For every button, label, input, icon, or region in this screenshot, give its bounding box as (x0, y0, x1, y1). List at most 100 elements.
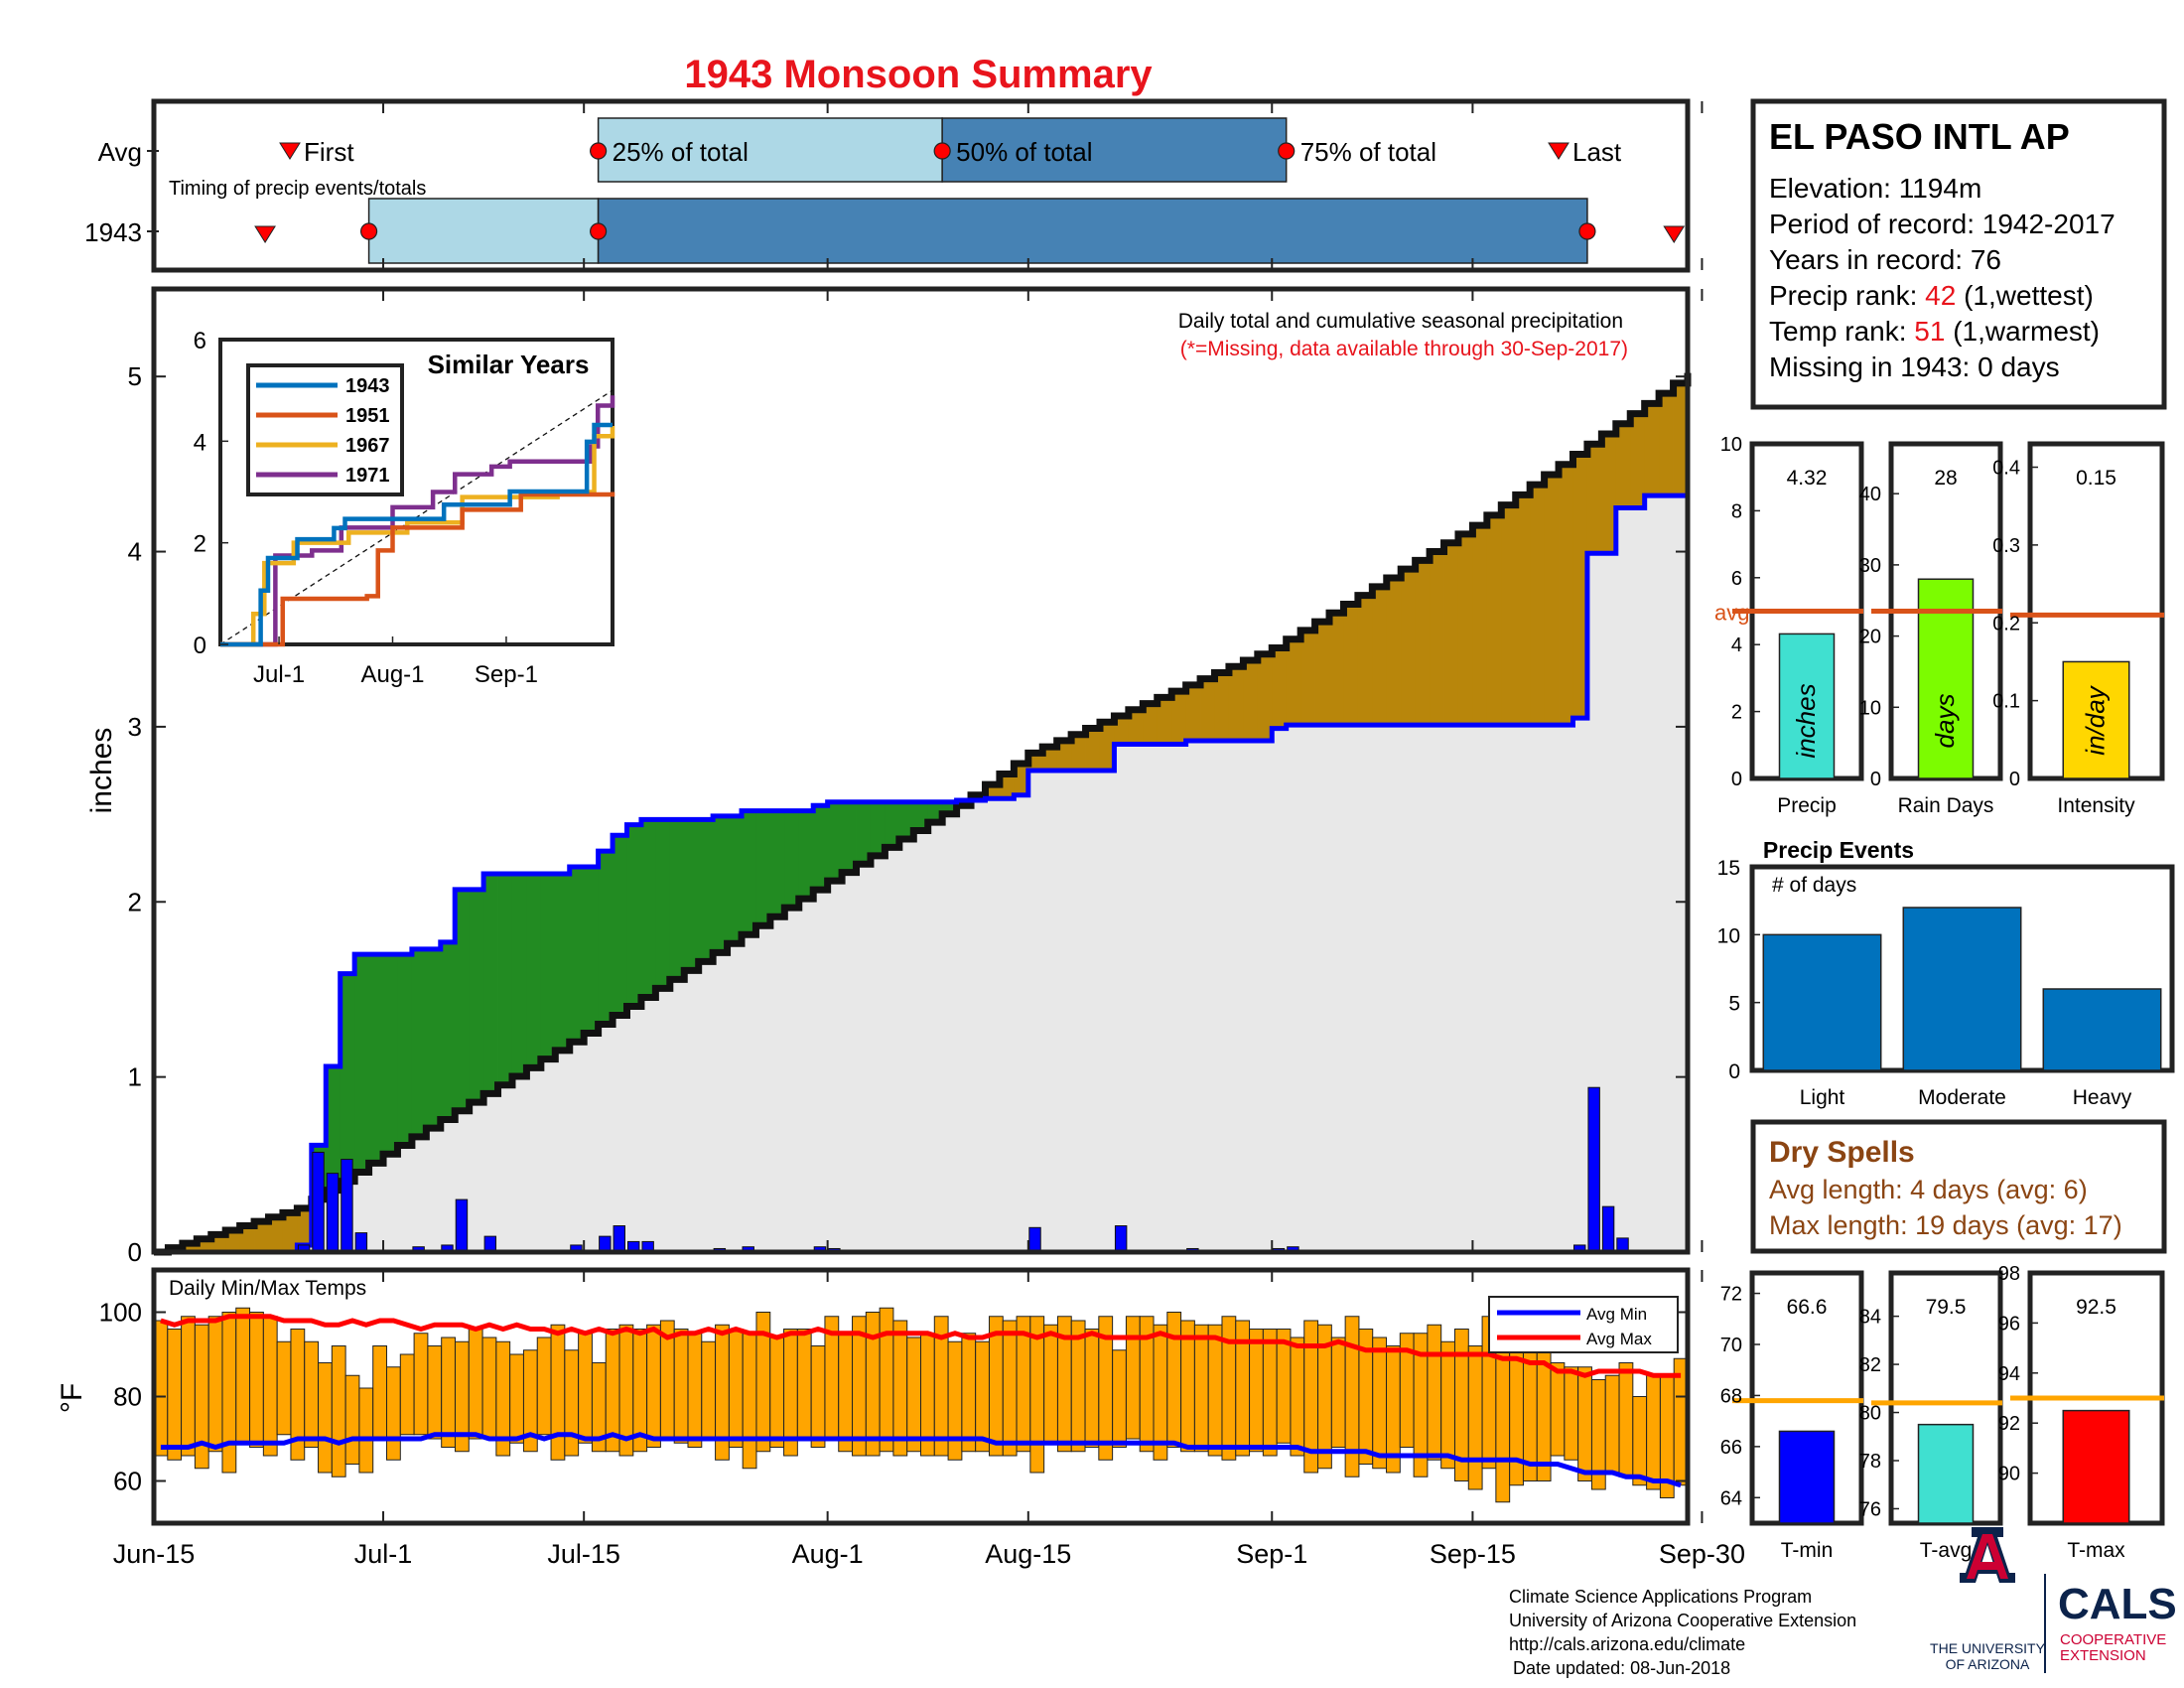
surplus-area (569, 867, 585, 1043)
deficit-area (1472, 525, 1488, 726)
temp-range-bar (796, 1329, 812, 1440)
main-annotation: Daily total and cumulative seasonal prec… (1178, 310, 1623, 333)
footer: Climate Science Applications Program Uni… (1509, 1527, 2177, 1678)
date-x-tick-label: Jun-15 (113, 1539, 196, 1569)
ua-line2: OF ARIZONA (1946, 1656, 2030, 1672)
surplus-area (769, 810, 785, 917)
events-title: Precip Events (1763, 837, 1914, 863)
date-x-tick-label: Sep-1 (1236, 1539, 1307, 1569)
cals-coop1: COOPERATIVE (2060, 1631, 2166, 1648)
temp-range-bar (906, 1336, 922, 1453)
inset-legend-label-1951: 1951 (345, 405, 390, 427)
deficit-area (1630, 413, 1646, 508)
intensity-y-tick-label: 0 (2009, 769, 2020, 790)
deficit-area (1185, 684, 1201, 742)
temp-range-bar (1249, 1329, 1264, 1453)
deficit-area (225, 1229, 241, 1252)
events-y-tick-label: 0 (1728, 1060, 1740, 1083)
raindays-xlabel: Rain Days (1898, 794, 1994, 817)
deficit-area (1530, 485, 1546, 726)
deficit-area (1085, 728, 1101, 771)
tmin-value: 66.6 (1787, 1296, 1828, 1319)
tmin-bar (1778, 1430, 1836, 1524)
temp-range-bar (181, 1316, 196, 1457)
daily-precip-bar (1114, 1225, 1128, 1253)
footer-line3: http://cals.arizona.edu/climate (1509, 1634, 1745, 1654)
tmin-y-tick-label: 70 (1720, 1335, 1742, 1356)
temps-y-tick-label: 80 (113, 1382, 142, 1412)
temp-range-bar (1440, 1340, 1455, 1470)
surplus-area (469, 889, 484, 1103)
temp-range-bar (1207, 1324, 1223, 1457)
intensity-value: 0.15 (2076, 467, 2116, 490)
tmax-value: 92.5 (2076, 1296, 2116, 1319)
station-period: Period of record: 1942-2017 (1769, 209, 2116, 239)
dry-spells-panel: Dry Spells Avg length: 4 days (avg: 6) M… (1750, 1119, 2167, 1254)
daily-precip-bar (354, 1232, 368, 1253)
surplus-area (727, 815, 743, 944)
deficit-area (1314, 622, 1330, 726)
surplus-area (455, 889, 471, 1111)
deficit-area (1343, 604, 1359, 726)
tmax-y-tick-label: 98 (1998, 1263, 2020, 1285)
surplus-area (526, 874, 542, 1068)
temp-range-bar (1372, 1336, 1388, 1470)
timing-year-label: 1943 (84, 217, 142, 247)
surplus-area (368, 954, 384, 1164)
timing-event-marker (1548, 142, 1570, 160)
temp-range-bar (701, 1340, 717, 1440)
surplus-area (497, 874, 513, 1085)
surplus-area (340, 973, 355, 1182)
events-bar-heavy (2042, 988, 2162, 1071)
dry-spells-avg: Avg length: 4 days (avg: 6) (1769, 1175, 2088, 1204)
deficit-area (1143, 703, 1159, 745)
precip-bar (1778, 633, 1836, 779)
surplus-area (669, 819, 685, 980)
temp-range-bar (318, 1362, 333, 1474)
temp-range-bar (468, 1329, 483, 1440)
temp-range-bar (975, 1340, 990, 1453)
main-y-tick-label: 5 (128, 361, 142, 391)
timing-year-box-25-50 (367, 198, 600, 264)
temps-y-tick-label: 60 (113, 1467, 142, 1496)
date-x-tick-label: Jul-15 (547, 1539, 620, 1569)
deficit-area (1243, 659, 1259, 742)
deficit-area (1200, 678, 1215, 742)
surplus-area (813, 805, 829, 891)
daily-precip-bar (455, 1198, 469, 1253)
surplus-area (383, 954, 398, 1155)
inset-legend-label-1971: 1971 (345, 465, 390, 487)
surplus-area (856, 801, 872, 865)
temp-range-bar (1632, 1396, 1648, 1486)
main-y-tick-label: 1 (128, 1062, 142, 1092)
daily-precip-bar (341, 1159, 353, 1253)
temp-range-bar (386, 1366, 401, 1461)
temps-legend (1488, 1296, 1679, 1353)
deficit-area (1027, 753, 1043, 771)
daily-precip-bar (1601, 1205, 1615, 1253)
date-x-tick-label: Sep-15 (1430, 1539, 1516, 1569)
inset-legend-items: 1943 1951 1967 1971 (256, 375, 390, 487)
events-y-tick-label: 10 (1717, 924, 1740, 947)
daily-precip-bar (1587, 1086, 1600, 1253)
temp-range-bar (646, 1324, 661, 1448)
surplus-area (354, 954, 369, 1173)
stat-charts: 02468104.32inchesPrecipavg01020304028day… (1714, 434, 2165, 1562)
inset-series-1951 (220, 492, 615, 647)
page-title: 1943 Monsoon Summary (684, 53, 1153, 96)
timing-caption: Timing of precip events/totals (169, 178, 426, 200)
tmax-bar (2062, 1409, 2130, 1524)
surplus-area (784, 810, 800, 909)
deficit-area (1372, 586, 1388, 726)
inset-y-tick-label: 0 (194, 633, 206, 659)
inset-x-tick-label: Jul-1 (253, 661, 305, 688)
surplus-area (827, 801, 843, 882)
temp-range-bar (1043, 1324, 1058, 1444)
temp-range-bar (276, 1340, 292, 1436)
first-label: First (304, 137, 354, 167)
temp-range-bar (1604, 1374, 1620, 1474)
main-y-tick-label: 0 (128, 1237, 142, 1267)
raindays-y-tick-label: 40 (1859, 484, 1881, 505)
